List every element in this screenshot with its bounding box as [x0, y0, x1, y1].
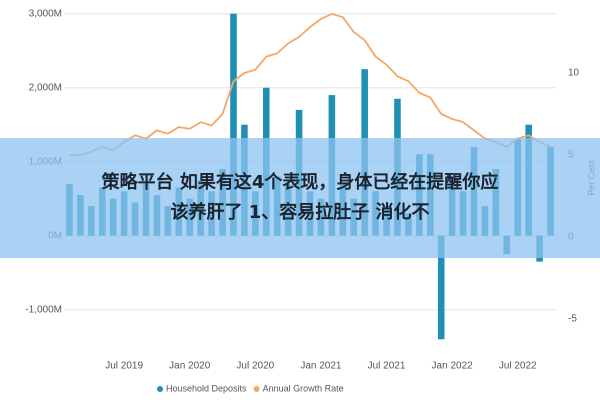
y-tick-label: -1,000M — [25, 304, 62, 315]
bar — [230, 13, 237, 236]
x-tick-label: Jan 2022 — [432, 361, 474, 372]
legend-marker — [157, 386, 163, 392]
x-tick-label: Jan 2020 — [169, 361, 211, 372]
x-tick-label: Jul 2019 — [105, 361, 143, 372]
banner-line: 策略平台 如果有这4个表现，身体已经在提醒你应 — [101, 172, 499, 193]
x-tick-label: Jul 2021 — [368, 361, 406, 372]
bar — [437, 235, 445, 340]
banner-line: 该养肝了 1、容易拉肚子 消化不 — [170, 202, 430, 223]
y-tick-label: 3,000M — [29, 8, 62, 19]
x-tick-label: Jul 2022 — [499, 361, 537, 372]
legend-label: Annual Growth Rate — [263, 383, 344, 393]
legend-marker — [253, 386, 260, 392]
line — [69, 12, 551, 156]
x-tick-label: Jan 2021 — [300, 361, 342, 372]
legend-label: Household Deposits — [166, 383, 247, 393]
y-tick-label: 2,000M — [29, 82, 62, 93]
y2-tick-label: 10 — [568, 68, 580, 79]
x-tick-label: Jul 2020 — [236, 361, 274, 372]
banner: 策略平台 如果有这4个表现，身体已经在提醒你应 该养肝了 1、容易拉肚子 消化不 — [0, 138, 600, 258]
y2-tick-label: -5 — [568, 314, 577, 325]
